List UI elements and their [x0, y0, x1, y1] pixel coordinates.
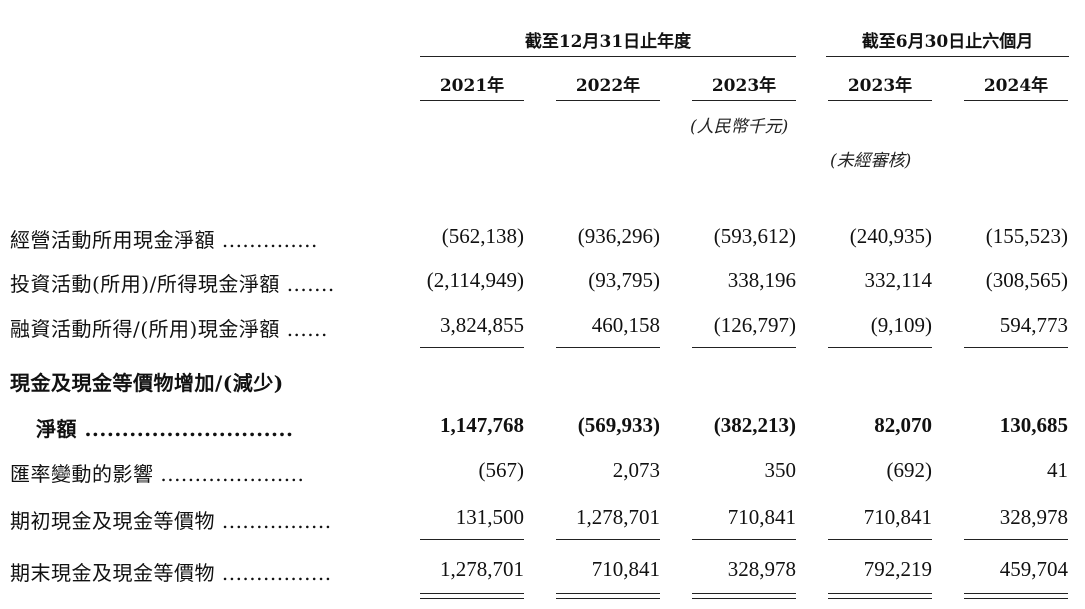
value-cell: 1,278,701 [576, 505, 660, 529]
row-label-net-amount: 淨額 ............................ [36, 417, 294, 441]
value-cell: 1,147,768 [440, 413, 524, 437]
value-cell: (93,795) [588, 268, 660, 292]
row-label-investing: 投資活動(所用)/所得現金淨額 ....... [10, 272, 335, 296]
value-cell: 792,219 [863, 557, 932, 581]
group-half-underline [826, 56, 1069, 57]
value-cell: 41 [1047, 458, 1068, 482]
subtotal-rule [964, 347, 1068, 348]
value-cell: (562,138) [441, 224, 524, 248]
row-label-opening-cash: 期初現金及現金等價物 ................ [10, 509, 332, 533]
year-header-2021: 2021年 [439, 76, 505, 96]
value-cell: 131,500 [455, 505, 524, 529]
year-header-2023-half: 2023年 [847, 76, 913, 96]
value-cell: (567) [478, 458, 525, 482]
value-cell: (240,935) [849, 224, 932, 248]
value-cell: (308,565) [985, 268, 1068, 292]
header-group-annual: 截至12月31日止年度 [524, 32, 692, 52]
year-underline [420, 100, 524, 101]
value-cell: 130,685 [999, 413, 1068, 437]
value-cell: 594,773 [999, 313, 1068, 337]
subtotal-rule [420, 347, 524, 348]
value-cell: (382,213) [713, 413, 796, 437]
value-cell: 710,841 [591, 557, 660, 581]
year-header-2022: 2022年 [575, 76, 641, 96]
value-cell: 3,824,855 [440, 313, 524, 337]
group-annual-underline [420, 56, 796, 57]
value-cell: 338,196 [727, 268, 796, 292]
year-header-2023: 2023年 [711, 76, 777, 96]
year-header-2024-half: 2024年 [983, 76, 1049, 96]
total-double-rule [420, 593, 524, 599]
value-cell: (9,109) [870, 313, 932, 337]
value-cell: 710,841 [727, 505, 796, 529]
year-underline [828, 100, 932, 101]
value-cell: (936,296) [577, 224, 660, 248]
year-underline [556, 100, 660, 101]
value-cell: 350 [764, 458, 797, 482]
subtotal-rule [964, 539, 1068, 540]
total-double-rule [828, 593, 932, 599]
row-label-net-change-heading: 現金及現金等價物增加/(減少) [10, 371, 284, 395]
value-cell: 332,114 [864, 268, 932, 292]
subtotal-rule [692, 347, 796, 348]
subtotal-rule [692, 539, 796, 540]
total-double-rule [692, 593, 796, 599]
value-cell: 460,158 [591, 313, 660, 337]
value-cell: 328,978 [999, 505, 1068, 529]
total-double-rule [964, 593, 1068, 599]
value-cell: (2,114,949) [426, 268, 524, 292]
value-cell: 459,704 [999, 557, 1068, 581]
row-label-operating: 經營活動所用現金淨額 .............. [10, 228, 318, 252]
row-label-fx-effect: 匯率變動的影響 ..................... [10, 462, 305, 486]
year-underline [964, 100, 1068, 101]
value-cell: 328,978 [727, 557, 796, 581]
currency-note: (人民幣千元) [690, 117, 789, 137]
year-underline [692, 100, 796, 101]
value-cell: (155,523) [985, 224, 1068, 248]
subtotal-rule [828, 539, 932, 540]
row-label-closing-cash: 期末現金及現金等價物 ................ [10, 561, 332, 585]
value-cell: 82,070 [874, 413, 932, 437]
value-cell: (593,612) [713, 224, 796, 248]
total-double-rule [556, 593, 660, 599]
subtotal-rule [556, 347, 660, 348]
row-label-financing: 融資活動所得/(所用)現金淨額 ...... [10, 317, 328, 341]
value-cell: 710,841 [863, 505, 932, 529]
value-cell: 1,278,701 [440, 557, 524, 581]
value-cell: (126,797) [713, 313, 796, 337]
subtotal-rule [420, 539, 524, 540]
subtotal-rule [556, 539, 660, 540]
subtotal-rule [828, 347, 932, 348]
unaudited-note: (未經審核) [830, 151, 912, 171]
header-group-half: 截至6月30日止六個月 [861, 32, 1034, 52]
value-cell: (692) [886, 458, 933, 482]
value-cell: (569,933) [577, 413, 660, 437]
value-cell: 2,073 [612, 458, 660, 482]
